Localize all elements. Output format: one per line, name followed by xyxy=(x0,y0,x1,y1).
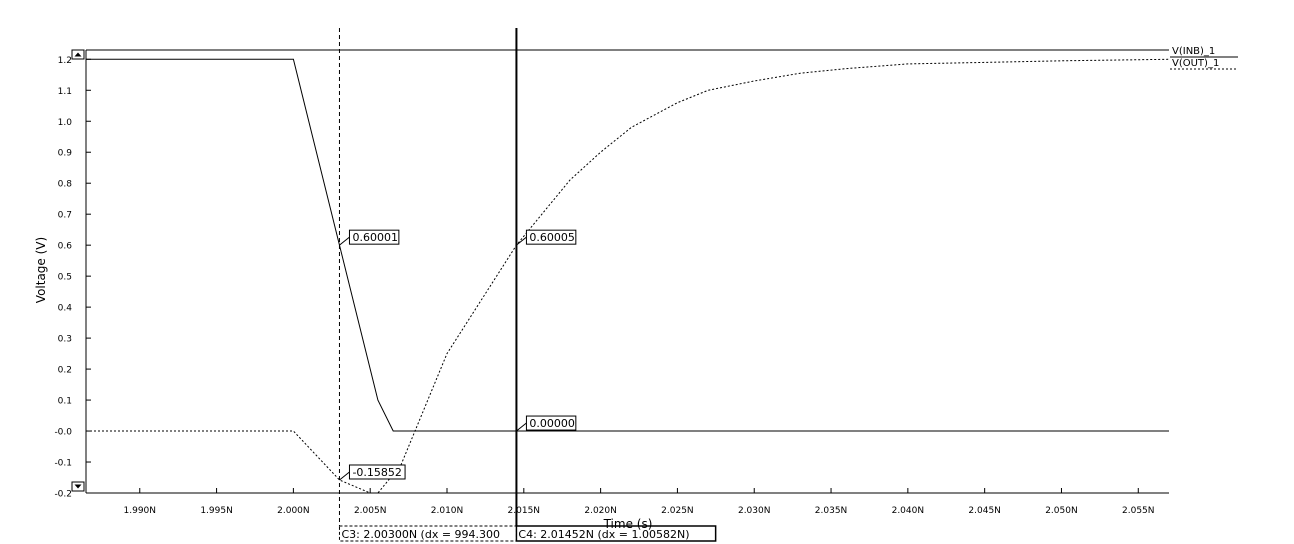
y-tick-label: 0.3 xyxy=(58,335,72,345)
x-tick-label: 1.990N xyxy=(124,506,157,516)
series-layer xyxy=(86,58,1170,494)
y-tick-label: 1.2 xyxy=(58,56,72,66)
x-tick-label: 2.020N xyxy=(584,506,617,516)
x-tick-label: 2.000N xyxy=(277,506,310,516)
y-axis-label: Voltage (V) xyxy=(34,237,48,303)
marker-box xyxy=(348,229,400,245)
cursor-readout-box-c3[interactable] xyxy=(338,525,517,542)
series-line xyxy=(86,58,1169,432)
marker-value: 0.60001 xyxy=(352,231,398,244)
scroll-down-button[interactable] xyxy=(71,481,85,492)
y-tick-label: -0.2 xyxy=(54,490,72,500)
axes-layer: 1.2 1.1 1.0 0.9 0.8 0.7 0.6 0.5 0.4 0.3 0.2 0.1 -0.0… xyxy=(54,49,1169,516)
marker-leader xyxy=(339,236,350,246)
cursor-readout-box-c4[interactable] xyxy=(515,525,717,542)
y-tick-label: 1.1 xyxy=(58,87,72,97)
x-tick-label: 2.040N xyxy=(892,506,925,516)
y-tick-label: 0.5 xyxy=(58,273,72,283)
scroll-up-button[interactable] xyxy=(71,49,85,60)
y-tick-label: 1.0 xyxy=(58,118,73,128)
x-axis-label: Time (s) xyxy=(603,517,653,531)
x-tick-label: 2.025N xyxy=(661,506,694,516)
y-tick-label: 0.7 xyxy=(58,211,72,221)
cursor-readout-c3[interactable]: C3: 2.00300N (dx = 994.300 xyxy=(341,528,500,541)
legend-label: V(OUT)_1 xyxy=(1172,58,1219,69)
x-tick-label: 2.030N xyxy=(738,506,771,516)
marker-leader xyxy=(516,236,527,246)
x-tick-label: 2.055N xyxy=(1122,506,1155,516)
series-line xyxy=(86,58,1170,494)
cursor-layer[interactable]: 0.60001 -0.15852 0.60005 0.00000 C3: 2.00300… xyxy=(338,28,717,542)
marker-value: 0.00000 xyxy=(529,417,575,430)
x-tick-label: 2.035N xyxy=(815,506,848,516)
marker-leader xyxy=(516,422,527,432)
y-tick-label: 0.1 xyxy=(58,397,72,407)
cursor-readout-c4[interactable]: C4: 2.01452N (dx = 1.00582N) xyxy=(518,528,689,541)
y-tick-label: 0.2 xyxy=(58,366,72,376)
y-tick-label: 0.8 xyxy=(58,180,73,190)
y-tick-label: 0.6 xyxy=(58,242,73,252)
marker-box xyxy=(525,229,577,245)
x-tick-label: 2.005N xyxy=(354,506,387,516)
marker-box xyxy=(348,464,406,480)
marker-box xyxy=(525,415,577,431)
legend-label: V(INB)_1 xyxy=(1172,46,1215,57)
marker-leader xyxy=(339,471,350,481)
x-tick-label: 2.010N xyxy=(431,506,464,516)
y-tick-label: 0.9 xyxy=(58,149,73,159)
x-tick-label: 2.015N xyxy=(508,506,541,516)
x-tick-label: 2.045N xyxy=(968,506,1001,516)
y-tick-label: 0.4 xyxy=(58,304,73,314)
marker-value: 0.60005 xyxy=(529,231,575,244)
y-tick-label: -0.1 xyxy=(54,459,72,469)
legend: V(INB)_1V(OUT)_1 xyxy=(1170,46,1238,70)
x-tick-label: 1.995N xyxy=(200,506,233,516)
x-tick-label: 2.050N xyxy=(1045,506,1078,516)
marker-value: -0.15852 xyxy=(352,466,401,479)
y-tick-label: -0.0 xyxy=(54,428,72,438)
